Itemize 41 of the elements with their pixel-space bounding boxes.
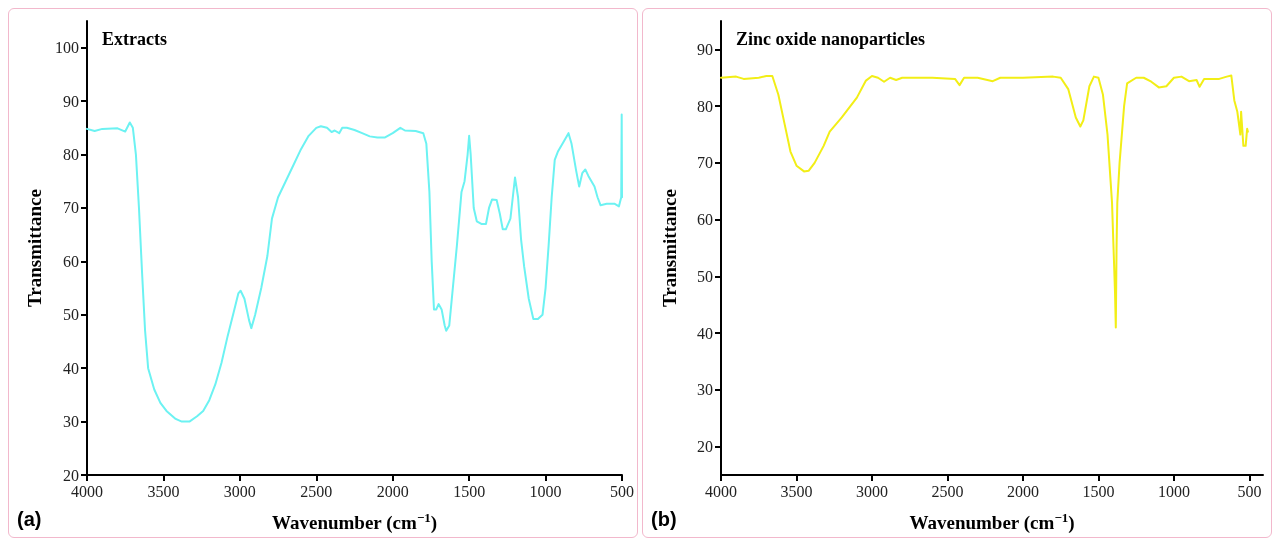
y-tick-label: 80 — [697, 97, 713, 115]
x-tick-label: 2500 — [931, 482, 964, 500]
chart-title: Zinc oxide nanoparticles — [736, 29, 926, 49]
x-tick-label: 4000 — [71, 482, 103, 500]
x-tick-label: 500 — [610, 482, 634, 500]
x-tick-label: 3500 — [147, 482, 180, 500]
x-tick-label: 1500 — [453, 482, 486, 500]
x-tick-label: 2000 — [1006, 482, 1039, 500]
x-tick-label: 3000 — [855, 482, 888, 500]
x-tick-label: 3000 — [223, 482, 256, 500]
y-tick-label: 60 — [697, 211, 713, 229]
y-axis-title: Transmittance — [659, 189, 680, 307]
y-tick-label: 50 — [697, 267, 713, 285]
y-tick-label: 20 — [63, 466, 79, 484]
x-tick-label: 500 — [1237, 482, 1262, 500]
x-tick-label: 1000 — [1157, 482, 1190, 500]
x-tick-label: 3500 — [780, 482, 813, 500]
y-tick-label: 30 — [63, 413, 79, 431]
y-tick-label: 100 — [55, 39, 79, 57]
y-tick-label: 60 — [63, 252, 79, 270]
x-tick-label: 2500 — [300, 482, 333, 500]
y-axis-title: Transmittance — [24, 189, 46, 307]
y-tick-label: 70 — [63, 199, 79, 217]
chart-title: Extracts — [102, 29, 167, 49]
y-tick-label: 90 — [697, 40, 713, 58]
y-tick-label: 40 — [63, 359, 79, 377]
y-tick-label: 40 — [697, 324, 713, 342]
y-tick-label: 30 — [697, 381, 713, 399]
y-tick-label: 80 — [63, 146, 79, 164]
text: (b) — [651, 508, 677, 530]
x-tick-label: 1500 — [1082, 482, 1115, 500]
x-tick-label: 1000 — [529, 482, 562, 500]
x-tick-label: 2000 — [376, 482, 409, 500]
text: (a) — [17, 508, 42, 530]
y-tick-label: 90 — [63, 92, 79, 110]
line-series — [720, 74, 1249, 329]
y-tick-label: 70 — [697, 154, 713, 172]
line-series — [86, 113, 623, 423]
y-tick-label: 50 — [63, 306, 79, 324]
y-tick-label: 20 — [697, 438, 713, 456]
x-tick-label: 4000 — [705, 482, 737, 500]
